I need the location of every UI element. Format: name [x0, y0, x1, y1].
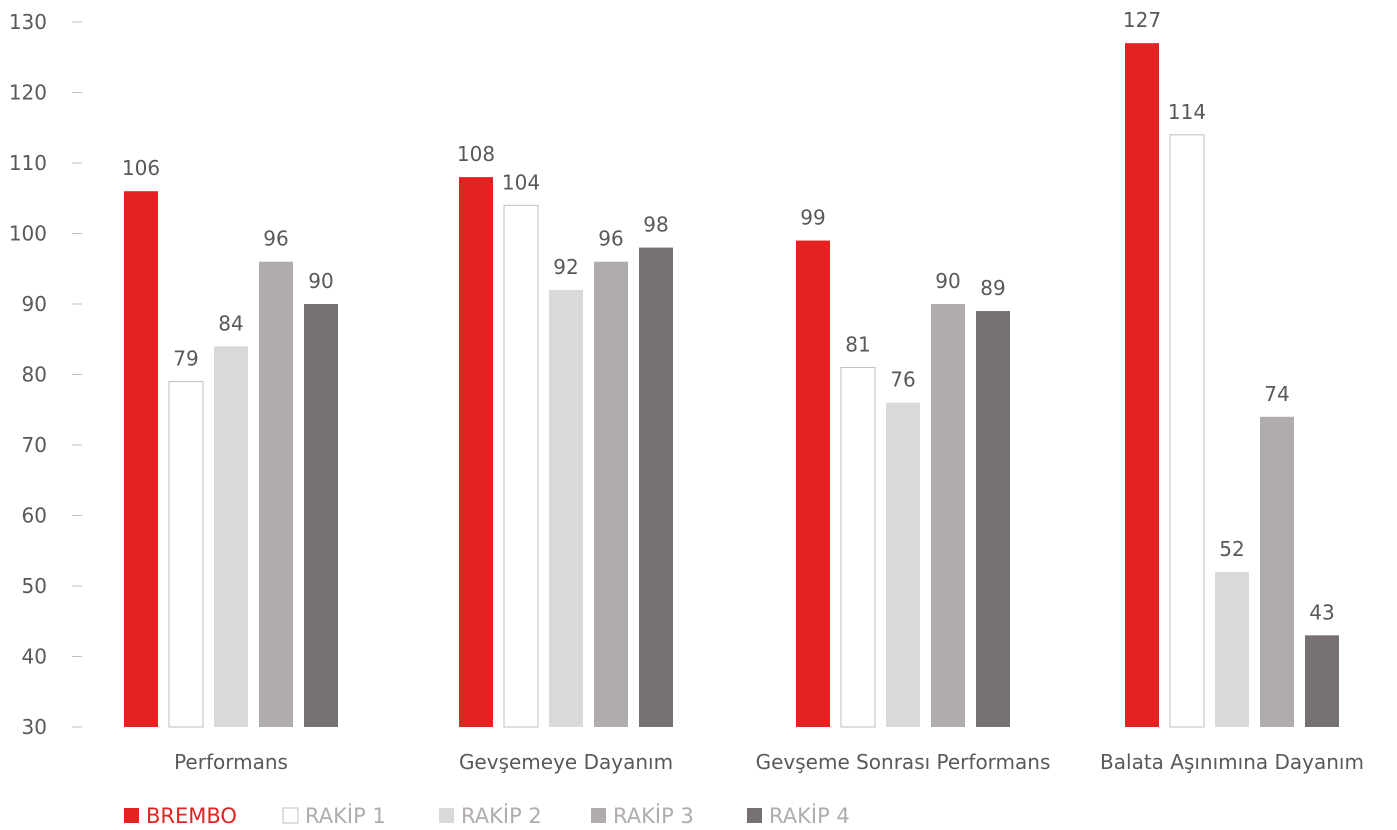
data-label: 43	[1309, 600, 1334, 624]
y-tick-label: 40	[22, 645, 47, 669]
legend-label: RAKİP 4	[769, 803, 850, 828]
y-tick-label: 90	[22, 292, 47, 316]
data-label: 106	[122, 156, 160, 180]
bar-4-2	[594, 261, 628, 727]
data-label: 92	[553, 255, 578, 279]
bar-1-4	[1125, 43, 1159, 727]
legend-label: RAKİP 2	[461, 803, 542, 828]
bar-2-2	[503, 204, 539, 728]
category-label: Gevşeme Sonrası Performans	[756, 750, 1051, 774]
data-label: 52	[1219, 537, 1244, 561]
bar-3-2	[549, 289, 583, 727]
legend-label: RAKİP 1	[305, 803, 386, 828]
data-label: 114	[1168, 100, 1206, 124]
y-tick-label: 80	[22, 363, 47, 387]
bar-3-1	[214, 346, 248, 727]
bar-3-4	[1215, 571, 1249, 727]
bar-5-3	[976, 311, 1010, 727]
data-label: 108	[457, 142, 495, 166]
data-label: 104	[502, 170, 540, 194]
y-tick-label: 60	[22, 504, 47, 528]
bar-2-4	[1169, 134, 1205, 728]
legend-label: RAKİP 3	[613, 803, 694, 828]
data-label: 90	[935, 269, 960, 293]
y-tick-label: 100	[9, 222, 47, 246]
data-label: 99	[800, 206, 825, 230]
y-tick-label: 120	[9, 81, 47, 105]
legend: BREMBO RAKİP 1 RAKİP 2 RAKİP 3 RAKİP 4	[124, 803, 850, 828]
bar-4-1	[259, 261, 293, 727]
data-label: 84	[218, 311, 243, 335]
data-label: 90	[308, 269, 333, 293]
bar-4-4	[1260, 416, 1294, 727]
data-label: 127	[1123, 8, 1161, 32]
y-tick-label: 70	[22, 433, 47, 457]
data-label: 81	[845, 332, 870, 356]
data-label: 96	[263, 227, 288, 251]
data-label: 96	[598, 227, 623, 251]
bar-5-4	[1305, 635, 1339, 727]
y-tick-label: 110	[9, 151, 47, 175]
x-axis: Performans Gevşemeye Dayanım Gevşeme Sonra…	[174, 750, 1364, 774]
bar-1-3	[796, 240, 830, 728]
bars	[124, 43, 1339, 728]
bar-2-3	[840, 366, 876, 728]
bar-1-1	[124, 191, 158, 727]
category-label: Gevşemeye Dayanım	[459, 750, 673, 774]
bar-2-1	[168, 381, 204, 728]
y-tick-label: 130	[9, 10, 47, 34]
data-label: 74	[1264, 382, 1289, 406]
data-label: 89	[980, 276, 1005, 300]
legend-label: BREMBO	[146, 804, 237, 828]
legend-swatch	[591, 808, 606, 823]
data-label: 76	[890, 368, 915, 392]
category-label: Performans	[174, 750, 288, 774]
legend-swatch	[124, 808, 139, 823]
legend-swatch	[282, 807, 299, 824]
bar-5-1	[304, 304, 338, 727]
bar-3-3	[886, 402, 920, 727]
category-label: Balata Aşınımına Dayanım	[1100, 750, 1364, 774]
y-tick-label: 50	[22, 574, 47, 598]
bar-5-2	[639, 247, 673, 727]
data-label: 79	[173, 347, 198, 371]
data-label: 98	[643, 213, 668, 237]
bar-1-2	[459, 177, 493, 728]
legend-swatch	[439, 808, 454, 823]
legend-swatch	[747, 808, 762, 823]
y-axis: 30 40 50 60 70 80 90 100 110 120 130	[9, 10, 82, 739]
data-labels: 106 79 84 96 90 108 104 92 96 98 99 81 76 90 89 127 114 5…	[122, 8, 1335, 624]
y-tick-label: 30	[22, 715, 47, 739]
bar-4-3	[931, 304, 965, 727]
